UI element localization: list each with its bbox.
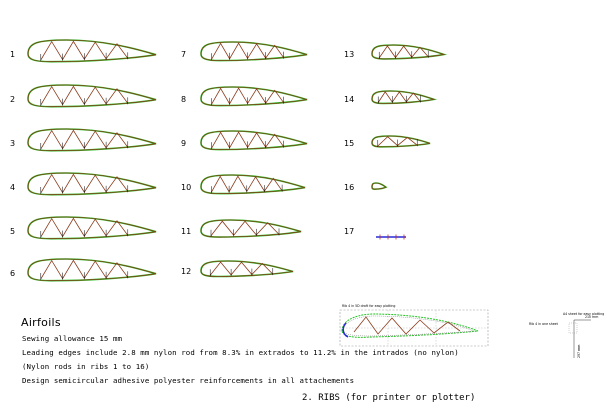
note-sewing-allowance: Sewing allowance 15 mm: [22, 334, 123, 343]
rib-outline: [27, 128, 157, 152]
rib-number-label: 2: [10, 95, 15, 104]
rib-diagonals: [378, 45, 429, 59]
rib-outline: [200, 130, 308, 151]
rib-detail-view: Rib 4 in 5D draft for easy plotting A4 s…: [339, 304, 604, 358]
rib-number-label: 9: [181, 139, 186, 148]
rib-offset-outline: [200, 86, 308, 107]
tile-caption: A4 sheet for easy plotting: [563, 312, 604, 316]
rib-number-label: 12: [181, 267, 191, 276]
rib-number-label: 14: [344, 95, 354, 104]
rib-number-label: 1: [10, 50, 15, 59]
rib-diagonals: [210, 220, 280, 237]
rib-diagonals: [209, 261, 274, 276]
rib-outline: [371, 90, 436, 104]
rib-outline: [200, 86, 308, 107]
rib-offset-outline: [200, 41, 308, 62]
rib-number-label: 3: [10, 139, 15, 148]
detail-nylon-rod: [342, 322, 349, 338]
tile-note: Rib 4 in one sheet: [529, 322, 559, 326]
rib-number-label: 11: [181, 227, 191, 236]
rib-number-label: 10: [181, 183, 191, 192]
tile-box: [568, 322, 578, 334]
rib-number-label: 8: [181, 95, 186, 104]
rib-outline: [27, 216, 157, 240]
rib-outline: [27, 258, 157, 282]
rib-number-label: 16: [344, 183, 354, 192]
rib-offset-outline: [27, 128, 157, 152]
page-footer: 2. RIBS (for printer or plotter): [302, 393, 476, 403]
rib-offset-outline: [27, 39, 157, 63]
rib-offset-outline: [27, 216, 157, 240]
rib-outline: [27, 84, 157, 108]
rib-offset-outline: [371, 135, 431, 148]
rib-outline: [200, 174, 306, 195]
detail-inner-profile: [342, 315, 475, 337]
rib-number-label: 15: [344, 139, 354, 148]
rib-outline: [371, 44, 446, 60]
rib-outline: [200, 260, 294, 277]
rib-outline: [371, 182, 387, 190]
rib-number-label: 4: [10, 183, 15, 192]
rib-outline: [27, 39, 157, 63]
rib-outline: [371, 135, 431, 148]
scale-horizontal-label: 210 mm: [585, 315, 598, 319]
detail-profile: [341, 313, 479, 338]
scale-vertical-label: 297 mm: [577, 345, 581, 358]
rib-offset-outline: [200, 130, 308, 151]
rib-outline: [200, 41, 308, 62]
rib-offset-outline: [27, 84, 157, 108]
rib-number-label: 6: [10, 269, 15, 278]
rib-outline: [27, 172, 157, 196]
note-nylon-rods: (Nylon rods in ribs 1 to 16): [22, 362, 150, 371]
note-reinforcements: Design semicircular adhesive polyester r…: [22, 376, 355, 385]
section-title: Airfoils: [21, 316, 61, 329]
rib-diagonals: [377, 91, 421, 103]
rib-number-label: 13: [344, 50, 354, 59]
detail-diagonals: [353, 316, 461, 335]
rib-offset-outline: [27, 172, 157, 196]
rib-number-label: 5: [10, 227, 15, 236]
detail-caption: Rib 4 in 5D draft for easy plotting: [342, 304, 395, 308]
rib-offset-outline: [200, 174, 306, 195]
note-leading-edges: Leading edges include 2.8 mm nylon rod f…: [22, 348, 459, 357]
rib-offset-outline: [27, 258, 157, 282]
rib-number-label: 17: [344, 227, 354, 236]
rib-number-label: 7: [181, 50, 186, 59]
